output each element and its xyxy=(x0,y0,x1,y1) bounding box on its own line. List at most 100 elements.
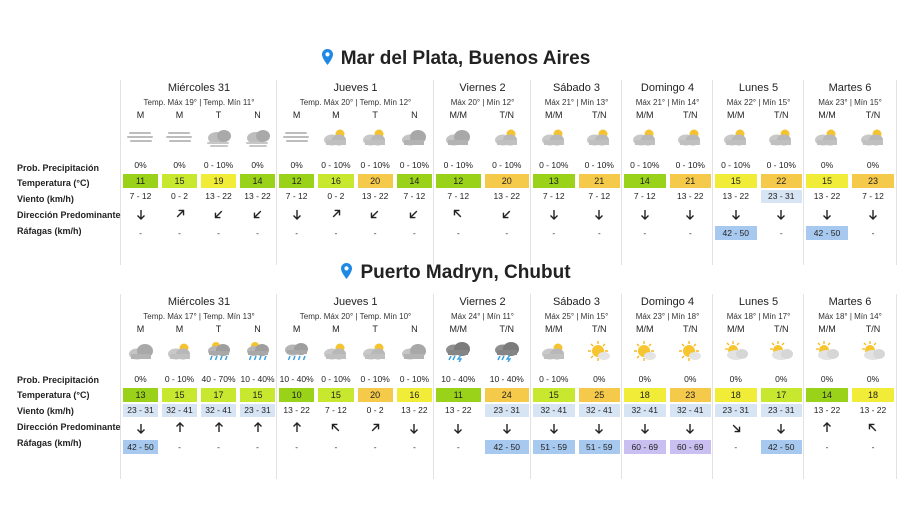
period-column: T/N 0% 25 32 - 41 51 - 59 xyxy=(577,294,623,479)
wind-gust: - xyxy=(373,442,377,452)
period-label: T/N xyxy=(499,110,515,120)
wind-gust: - xyxy=(256,228,259,238)
precip-probability: 0% xyxy=(251,160,264,170)
period-label: M/M xyxy=(449,324,468,334)
precip-probability: 10 - 40% xyxy=(240,374,275,384)
day-block: Lunes 5 Máx 18° | Mín 17° M/M 0% 18 23 - 31- T… xyxy=(712,294,804,479)
arrow-down-icon xyxy=(759,208,805,220)
temperature-cell: 16 xyxy=(318,174,354,188)
period-column: T/N 0% 23 32 - 41 60 - 69 xyxy=(668,294,714,479)
arrow-up-icon xyxy=(277,422,316,434)
temperature-cell: 23 xyxy=(669,388,711,402)
wind-speed: 7 - 12 xyxy=(542,191,565,201)
wind-speed: 13 - 22 xyxy=(813,191,841,201)
precip-probability: 0 - 10% xyxy=(164,374,195,384)
wind-speed: 23 - 31 xyxy=(760,404,802,417)
period-column: M/M 0% 18 32 - 41 60 - 69 xyxy=(622,294,668,479)
day-name: Domingo 4 xyxy=(640,296,695,308)
period-column: M 0% 11 7 - 12 - xyxy=(121,80,160,265)
precip-probability: 0 - 10% xyxy=(321,374,351,384)
period-label: M xyxy=(292,110,301,120)
sun-rain-icon xyxy=(204,340,234,362)
wind-gust: - xyxy=(871,228,875,238)
wind-speed: 7 - 12 xyxy=(633,191,656,201)
period-column: M/M 0 - 10% 15 32 - 41 51 - 59 xyxy=(531,294,577,479)
period-label: M/M xyxy=(636,110,654,120)
wind-gust: - xyxy=(217,442,220,452)
precip-probability: 0 - 10% xyxy=(360,374,390,384)
period-label: M/M xyxy=(727,324,745,334)
period-column: M/M 0% 14 13 - 22 - xyxy=(804,294,850,479)
precip-probability: 0% xyxy=(729,374,742,384)
partly-cloudy-icon xyxy=(321,340,351,362)
temperature-cell: 14 xyxy=(240,174,275,188)
period-label: N xyxy=(254,324,261,334)
arrow-down-icon xyxy=(668,208,714,220)
arrow-up-left-icon xyxy=(434,208,483,220)
day-name: Jueves 1 xyxy=(333,296,378,308)
precip-probability: 0% xyxy=(866,374,880,384)
sun-cloud-icon xyxy=(584,340,614,362)
day-name: Domingo 4 xyxy=(640,82,695,94)
wind-gust: - xyxy=(688,228,692,238)
temperature-cell: 22 xyxy=(760,174,802,188)
partly-cloudy-icon xyxy=(539,126,569,148)
wind-gust: 42 - 50 xyxy=(123,440,158,454)
period-label: M xyxy=(136,324,145,334)
label-wind: Viento (km/h) xyxy=(17,406,74,416)
period-label: N xyxy=(411,324,418,334)
temperature-cell: 15 xyxy=(318,388,354,402)
precip-probability: 0 - 10% xyxy=(675,160,705,170)
day-temp-range: Temp. Máx 20° | Temp. Mín 10° xyxy=(299,312,412,321)
label-wind: Viento (km/h) xyxy=(17,194,74,204)
wind-gust: - xyxy=(412,442,416,452)
day-temp-range: Máx 21° | Mín 13° xyxy=(544,98,609,107)
temperature-cell: 21 xyxy=(669,174,711,188)
temperature-cell: 18 xyxy=(852,388,894,402)
period-column: M 0% 15 0 - 2 - xyxy=(160,80,199,265)
day-temp-range: Máx 23° | Mín 18° xyxy=(635,312,700,321)
arrow-down-icon xyxy=(622,208,668,220)
label-gust: Ráfagas (km/h) xyxy=(17,438,82,448)
wind-gust: - xyxy=(456,442,460,452)
arrow-down-icon xyxy=(277,208,316,220)
period-label: M xyxy=(136,110,145,120)
period-label: T/N xyxy=(774,324,789,334)
wind-gust: - xyxy=(643,228,647,238)
wind-speed: 13 - 22 xyxy=(445,405,472,415)
day-temp-range: Máx 25° | Mín 15° xyxy=(544,312,609,321)
day-block: Sábado 3 Máx 25° | Mín 15° M/M 0 - 10% 15 32 … xyxy=(530,294,622,479)
wind-speed: 7 - 12 xyxy=(325,405,347,415)
period-label: N xyxy=(254,110,261,120)
arrow-up-right-icon xyxy=(160,208,199,220)
day-temp-range: Máx 18° | Mín 17° xyxy=(726,312,791,321)
temperature-cell: 14 xyxy=(396,174,432,188)
day-name: Sábado 3 xyxy=(552,296,601,308)
arrow-up-icon xyxy=(238,422,277,434)
precip-probability: 0 - 10% xyxy=(321,160,351,170)
arrow-down-left-icon xyxy=(356,208,395,220)
temperature-cell: 15 xyxy=(162,174,197,188)
location-name: Puerto Madryn, Chubut xyxy=(360,262,571,283)
temperature-cell: 17 xyxy=(201,388,236,402)
period-label: M xyxy=(292,324,301,334)
arrow-down-left-icon xyxy=(483,208,532,220)
temperature-cell: 14 xyxy=(806,388,848,402)
arrow-down-icon xyxy=(483,422,532,434)
partly-cloudy-icon xyxy=(321,126,351,148)
day-block: Domingo 4 Máx 23° | Mín 18° M/M 0% 18 32 - 41… xyxy=(621,294,713,479)
temperature-cell: 18 xyxy=(715,388,757,402)
wind-speed: 7 - 12 xyxy=(588,191,611,201)
day-block: Viernes 2 Máx 24° | Mín 11° M/M 10 - 40% 11 1… xyxy=(433,294,531,479)
period-label: M/M xyxy=(545,110,563,120)
wind-speed: 23 - 31 xyxy=(760,190,802,203)
arrow-up-right-icon xyxy=(356,422,395,434)
sun-rain-icon xyxy=(243,340,273,362)
precip-probability: 0 - 10% xyxy=(584,160,614,170)
arrow-down-icon xyxy=(577,208,623,220)
day-temp-range: Máx 22° | Mín 15° xyxy=(726,98,791,107)
wind-gust: - xyxy=(178,228,181,238)
partly-cloudy-icon xyxy=(360,340,390,362)
period-column: M/M 0% 18 23 - 31 - xyxy=(713,294,759,479)
partly-cloudy-icon xyxy=(360,126,390,148)
